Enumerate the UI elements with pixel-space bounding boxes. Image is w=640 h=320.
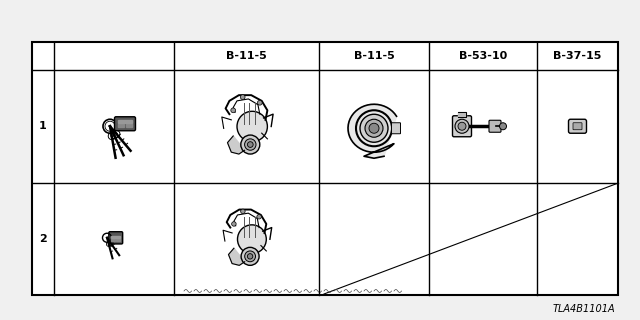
Circle shape <box>244 139 256 150</box>
Bar <box>111 239 115 241</box>
Circle shape <box>237 111 268 142</box>
Bar <box>118 124 124 127</box>
FancyBboxPatch shape <box>392 123 401 134</box>
Circle shape <box>244 251 255 262</box>
Circle shape <box>241 135 260 154</box>
Text: B-37-15: B-37-15 <box>554 51 602 61</box>
Circle shape <box>360 114 388 142</box>
Circle shape <box>232 222 236 226</box>
FancyBboxPatch shape <box>109 232 123 244</box>
Text: 1: 1 <box>39 121 47 131</box>
Text: B-11-5: B-11-5 <box>226 51 267 61</box>
Text: B-53-10: B-53-10 <box>459 51 507 61</box>
Circle shape <box>237 225 266 254</box>
FancyBboxPatch shape <box>489 120 501 132</box>
Bar <box>32 42 618 295</box>
Bar <box>126 124 132 127</box>
Circle shape <box>231 108 236 113</box>
Circle shape <box>369 123 379 133</box>
FancyBboxPatch shape <box>568 119 586 133</box>
Text: 2: 2 <box>39 234 47 244</box>
Polygon shape <box>228 248 244 265</box>
Circle shape <box>241 209 245 214</box>
Circle shape <box>458 122 466 130</box>
FancyBboxPatch shape <box>115 117 136 131</box>
Circle shape <box>241 95 245 100</box>
Circle shape <box>499 123 506 130</box>
Circle shape <box>365 119 383 137</box>
Bar <box>458 112 466 117</box>
FancyBboxPatch shape <box>452 116 472 137</box>
Bar <box>116 239 120 241</box>
Circle shape <box>248 142 253 148</box>
FancyBboxPatch shape <box>573 123 582 130</box>
Bar <box>111 236 120 238</box>
Text: TLA4B1101A: TLA4B1101A <box>552 304 615 314</box>
Bar <box>118 120 132 123</box>
Circle shape <box>257 100 262 105</box>
Circle shape <box>257 214 261 219</box>
Circle shape <box>248 254 253 259</box>
Polygon shape <box>348 104 397 158</box>
Polygon shape <box>227 136 244 154</box>
Circle shape <box>455 119 469 133</box>
Bar <box>32 42 618 295</box>
Text: B-11-5: B-11-5 <box>354 51 394 61</box>
Circle shape <box>241 247 259 265</box>
